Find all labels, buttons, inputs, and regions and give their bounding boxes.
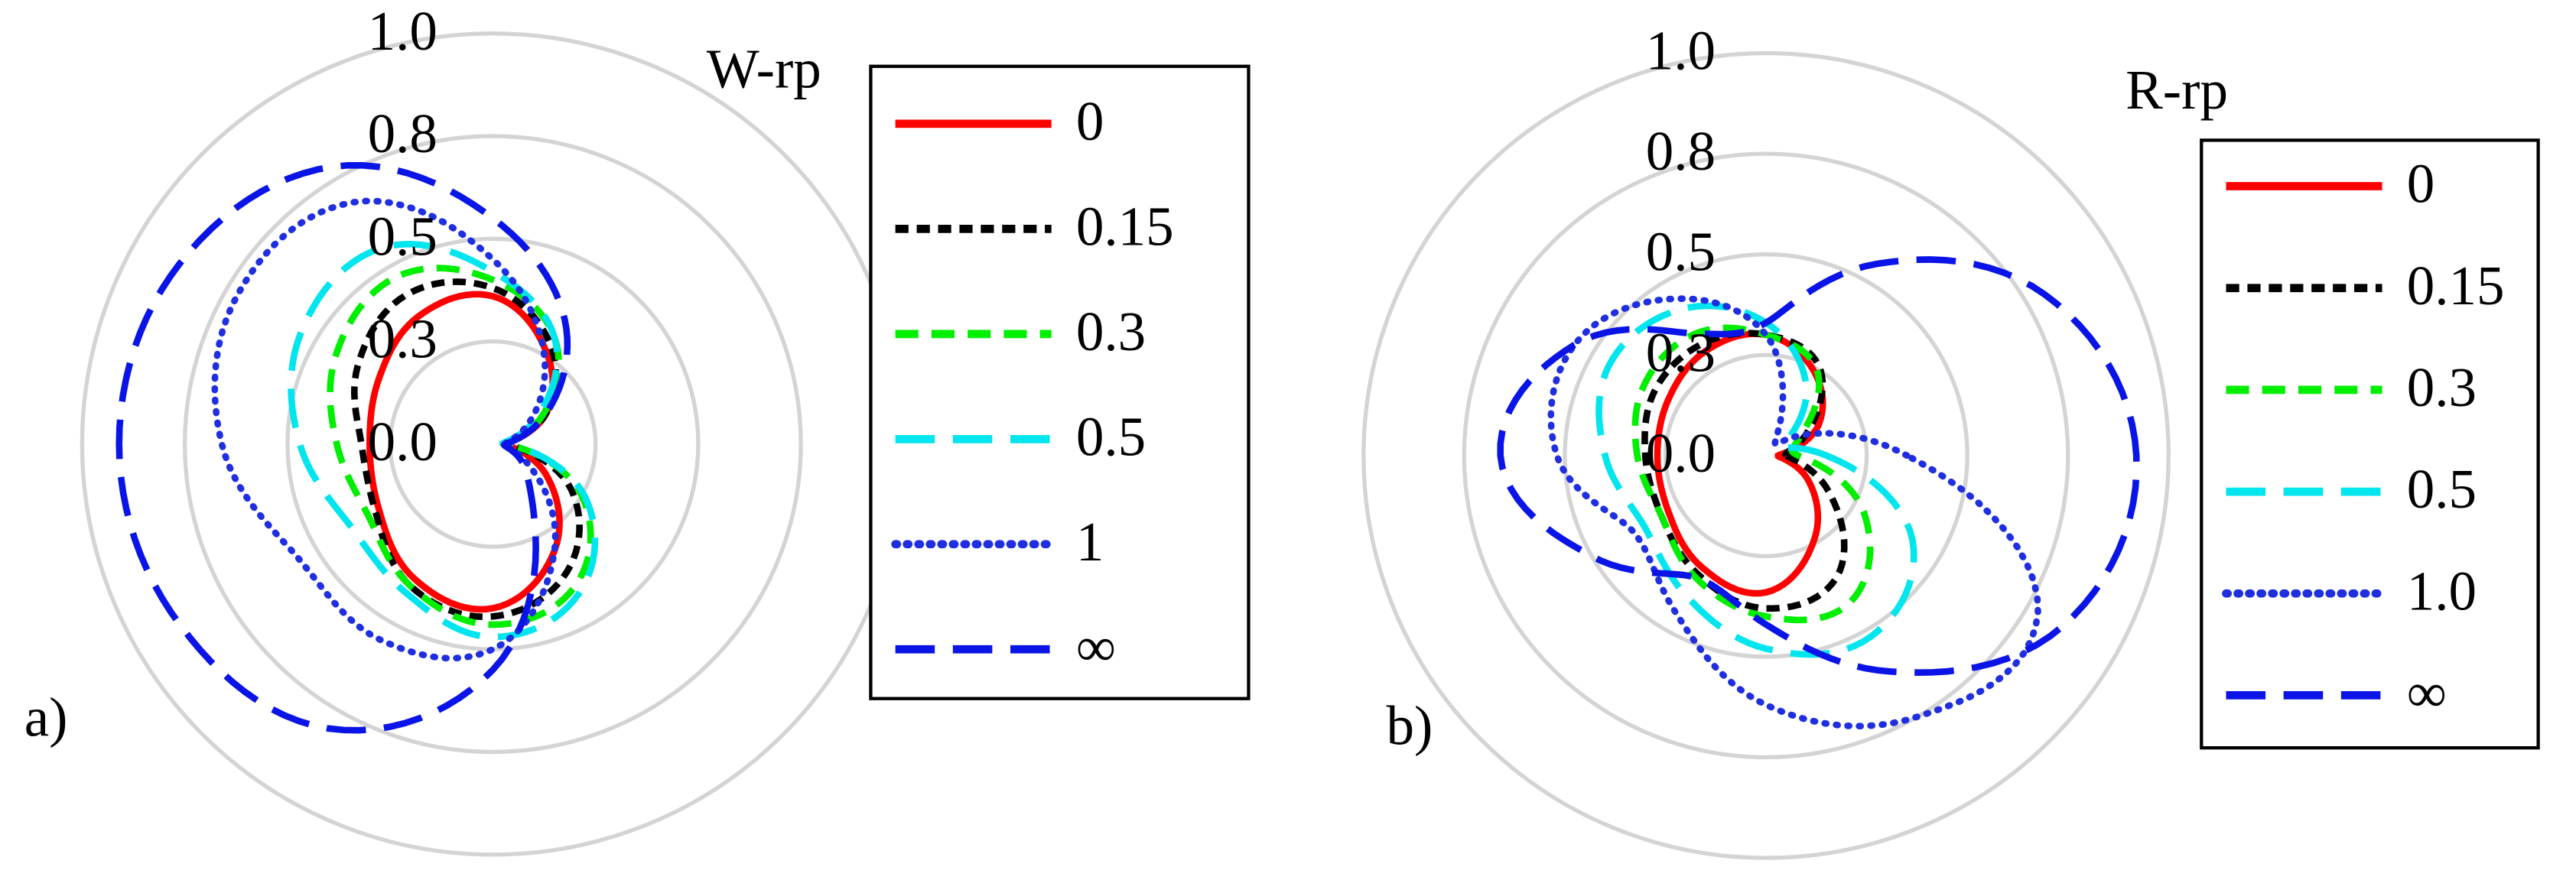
- polar-chart: 0.0 0.3 0.5 0.8 1.0 W-rp a) 0 0.15 0.3 0.5 1 ∞: [24, 0, 1251, 857]
- r-tick-label: 0.5: [1646, 221, 1716, 283]
- polar-chart: 0.0 0.3 0.5 0.8 1.0 R-rp b) 0 0.15 0.3 0.5 1.0 ∞: [1361, 20, 2540, 860]
- r-tick-label: 0.0: [1646, 422, 1716, 484]
- legend: 0 0.15 0.3 0.5 1 ∞: [869, 64, 1251, 700]
- grid-ring: [1663, 352, 1869, 559]
- legend-label: 0.3: [2407, 356, 2477, 418]
- legend-label: 0.15: [1076, 195, 1174, 257]
- polar-curve: [288, 240, 599, 641]
- r-tick-label: 0.3: [368, 308, 437, 370]
- panel-label: a): [24, 687, 68, 748]
- grid-ring: [1563, 252, 1969, 659]
- panel-label: b): [1387, 694, 1433, 756]
- r-tick-label: 1.0: [368, 0, 437, 62]
- legend-label: 0: [1076, 90, 1104, 152]
- polar-curve: [1547, 295, 2041, 729]
- grid-ring: [1462, 151, 2070, 760]
- polar-curve: [1641, 330, 1848, 612]
- grid-ring: [285, 236, 701, 651]
- grid-ring: [182, 134, 803, 755]
- grid-ring: [388, 339, 598, 549]
- grid-ring: [1361, 50, 2171, 860]
- r-tick-label: 0.8: [1646, 120, 1716, 182]
- polar-curve: [115, 161, 571, 734]
- r-tick-label: 0.5: [368, 205, 437, 267]
- chart-title: R-rp: [2126, 59, 2228, 121]
- grid-ring: [80, 31, 906, 857]
- legend: 0 0.15 0.3 0.5 1.0 ∞: [2200, 138, 2540, 750]
- legend-label: 1: [1076, 511, 1104, 573]
- legend-label: 0.15: [2407, 255, 2505, 317]
- r-tick-label: 0.3: [1646, 321, 1716, 383]
- r-tick-label: 0.8: [368, 102, 437, 164]
- polar-curve: [350, 278, 583, 621]
- legend-label: ∞: [1076, 615, 1116, 677]
- polar-curve: [1497, 256, 2140, 676]
- polar-curve: [211, 197, 559, 662]
- legend-label: 0.3: [1076, 300, 1146, 362]
- legend-label: 0.5: [2407, 458, 2477, 520]
- polar-curve: [1595, 302, 1917, 658]
- legend-label: 0.5: [1076, 405, 1146, 467]
- legend-label: ∞: [2407, 661, 2447, 723]
- legend-box: [869, 64, 1251, 700]
- legend-label: 1.0: [2407, 560, 2477, 622]
- legend-box: [2200, 138, 2540, 750]
- r-tick-label: 1.0: [1646, 20, 1716, 82]
- chart-title: W-rp: [707, 37, 821, 99]
- r-tick-label: 0.0: [368, 411, 437, 472]
- legend-label: 0: [2407, 153, 2435, 215]
- polar-curve: [1631, 324, 1874, 624]
